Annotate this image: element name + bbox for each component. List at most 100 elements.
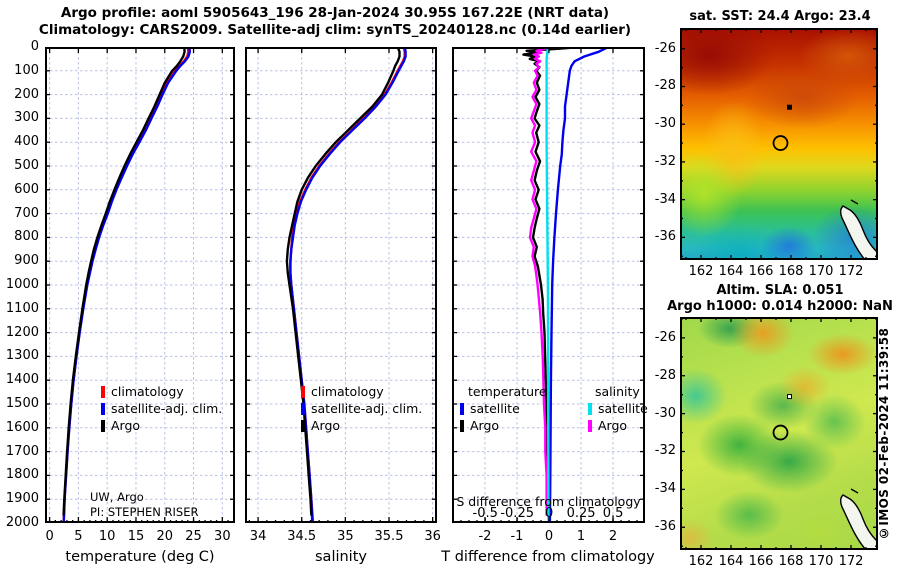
x-tick-label: -1 — [510, 529, 524, 544]
map-y-tick-label: -26 — [654, 40, 676, 56]
x-tick-label: 30 — [214, 529, 231, 544]
legend-label: satellite-adj. clim. — [111, 401, 223, 416]
legend-header-salinity: salinity — [595, 384, 640, 399]
coastline — [839, 205, 878, 260]
sla-title-line2: Argo h1000: 0.014 h2000: NaN — [667, 299, 893, 314]
legend-item-satellite-clim: satellite-adj. clim. — [101, 400, 222, 417]
legend-label: Argo — [598, 418, 628, 433]
map-x-tick-label: 168 — [778, 264, 804, 279]
legend-label: Argo — [311, 418, 341, 433]
legend-item-satellite-clim: satellite-adj. clim. — [301, 400, 422, 417]
temperature-plot — [45, 47, 235, 523]
depth-tick-label: 1500 — [5, 396, 39, 411]
legend-item-s-satellite: satellite — [588, 400, 648, 417]
legend-item-argo: Argo — [101, 417, 222, 434]
salinity-xlabel: salinity — [315, 549, 367, 565]
argo-swatch-icon — [301, 419, 305, 432]
legend-label: satellite — [470, 401, 520, 416]
argo-float-marker — [772, 135, 789, 151]
map-y-tick-label: -32 — [654, 153, 676, 169]
salinity-diff-legend: salinity satellite Argo — [588, 383, 648, 434]
previous-position-dot — [787, 394, 792, 400]
argo-float-marker — [772, 424, 789, 441]
satellite-clim-swatch-icon — [101, 402, 105, 415]
sla-map-overlay — [680, 317, 878, 550]
map-x-tick-label: 170 — [808, 554, 834, 569]
depth-tick-label: 1400 — [5, 372, 39, 388]
x-tick-label: 34 — [249, 529, 267, 544]
legend-label: climatology — [311, 384, 384, 399]
t-satellite-swatch-icon — [460, 402, 464, 415]
x-tick-label: 1 — [576, 529, 586, 544]
islet-line — [850, 488, 859, 494]
map-y-tick-label: -26 — [654, 329, 676, 345]
legend-item-climatology: climatology — [301, 383, 422, 400]
x-tick-label: 5 — [74, 529, 83, 544]
legend-item-t-satellite: satellite — [460, 400, 547, 417]
x-tick-label: -2 — [478, 529, 492, 544]
legend-label: climatology — [111, 384, 184, 399]
coastline — [839, 494, 878, 550]
map-y-tick-label: -36 — [654, 519, 676, 535]
x-tick-label: 36 — [424, 529, 441, 544]
depth-tick-label: 1700 — [5, 443, 39, 459]
depth-tick-label: 100 — [14, 62, 39, 78]
argo-swatch-icon — [101, 419, 105, 432]
x-tick-label: 15 — [127, 529, 145, 544]
sla-map-title: Altim. SLA: 0.051 Argo h1000: 0.014 h200… — [640, 283, 900, 315]
figure-header: Argo profile: aoml 5905643_196 28-Jan-20… — [10, 5, 660, 39]
x-tick-label: 35.5 — [374, 529, 404, 544]
x-tick-label: 0 — [544, 529, 554, 544]
salinity-legend: climatology satellite-adj. clim. Argo — [301, 383, 422, 434]
map-x-tick-label: 164 — [718, 554, 744, 569]
legend-item-s-argo: Argo — [588, 417, 648, 434]
map-x-tick-label: 164 — [718, 264, 744, 279]
temperature-xlabel: temperature (deg C) — [65, 549, 215, 565]
salinity-profile-panel: climatology satellite-adj. clim. Argo — [245, 47, 437, 523]
temperature-diff-legend: temperature satellite Argo — [460, 383, 547, 434]
t-argo-swatch-icon — [460, 419, 464, 432]
figure-title: Argo profile: aoml 5905643_196 28-Jan-20… — [60, 5, 610, 21]
x-tick-label: 10 — [98, 529, 116, 544]
figure-subtitle: Climatology: CARS2009. Satellite-adj cli… — [38, 22, 632, 38]
map-y-tick-label: -30 — [654, 116, 676, 132]
depth-tick-label: 1200 — [5, 324, 39, 340]
satellite-clim-swatch-icon — [301, 402, 305, 415]
sla-map — [680, 317, 878, 550]
map-y-tick-label: -30 — [654, 405, 676, 421]
x-tick-label: 2 — [608, 529, 618, 544]
legend-label: satellite — [598, 401, 648, 416]
previous-position-dot — [787, 104, 792, 110]
x-tick-label: 20 — [156, 529, 174, 544]
depth-tick-label: 1900 — [5, 491, 39, 507]
t-difference-xlabel: T difference from climatology — [441, 549, 655, 565]
sst-map — [680, 28, 878, 260]
depth-tick-label: 1000 — [5, 277, 39, 292]
climatology-swatch-icon — [301, 385, 305, 398]
s-tick-label: 0 — [544, 506, 554, 521]
x-tick-label: 0 — [45, 529, 54, 544]
depth-tick-label: 300 — [14, 110, 39, 126]
map-x-tick-label: 162 — [688, 264, 714, 279]
depth-tick-label: 400 — [14, 134, 39, 150]
depth-tick-label: 1300 — [5, 348, 39, 364]
legend-item-argo: Argo — [301, 417, 422, 434]
s-tick-label: -0.5 — [472, 506, 498, 521]
map-x-tick-label: 172 — [838, 264, 864, 279]
depth-tick-label: 500 — [14, 158, 39, 173]
s-argo-swatch-icon — [588, 419, 592, 432]
depth-tick-label: 700 — [14, 205, 39, 221]
imos-watermark: ©IMOS 02-Feb-2024 11:39:58 — [877, 327, 891, 540]
legend-label: satellite-adj. clim. — [311, 401, 423, 416]
sst-map-title: sat. SST: 24.4 Argo: 23.4 — [689, 9, 871, 24]
depth-tick-label: 1100 — [5, 300, 39, 316]
legend-label: Argo — [111, 418, 141, 433]
legend-item-climatology: climatology — [101, 383, 222, 400]
s-satellite-swatch-icon — [588, 402, 592, 415]
map-y-tick-label: -28 — [654, 78, 676, 94]
s-tick-label: 0.5 — [602, 506, 624, 521]
legend-item-t-argo: Argo — [460, 417, 547, 434]
map-x-tick-label: 172 — [838, 554, 864, 569]
map-x-tick-label: 170 — [808, 264, 834, 279]
